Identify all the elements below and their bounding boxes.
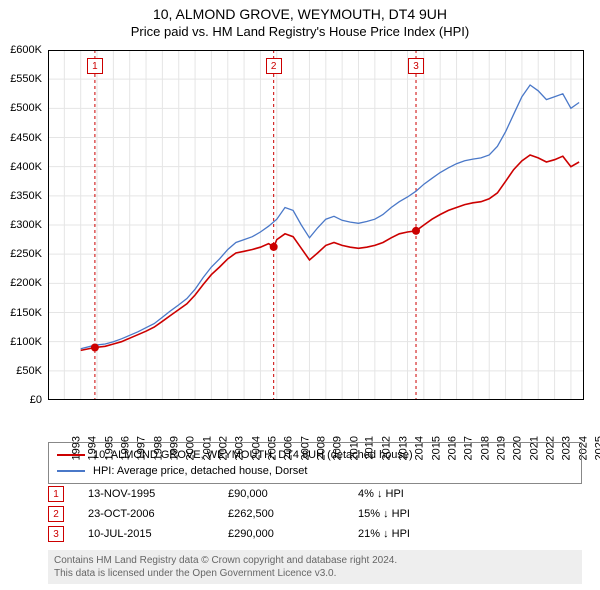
legend-swatch [57,470,85,472]
sale-price: £90,000 [228,488,358,500]
y-axis-tick-label: £600K [10,44,42,56]
title-address: 10, ALMOND GROVE, WEYMOUTH, DT4 9UH [0,6,600,22]
legend-item: 10, ALMOND GROVE, WEYMOUTH, DT4 9UH (det… [57,447,573,463]
sale-date: 10-JUL-2015 [88,528,228,540]
chart-sale-marker: 3 [408,58,424,74]
legend-label: HPI: Average price, detached house, Dors… [93,465,307,477]
y-axis-tick-label: £300K [10,219,42,231]
chart-plot-area: 1 2 3 [48,50,584,400]
y-axis-tick-label: £400K [10,161,42,173]
sale-row-marker: 1 [48,486,64,502]
legend-label: 10, ALMOND GROVE, WEYMOUTH, DT4 9UH (det… [93,449,413,461]
sale-row: 1 13-NOV-1995£90,0004% ↓ HPI [48,484,582,504]
sale-date: 13-NOV-1995 [88,488,228,500]
y-axis-tick-label: £150K [10,307,42,319]
sales-table: 1 13-NOV-1995£90,0004% ↓ HPI 2 23-OCT-2006£… [48,484,582,544]
sale-hpi-delta: 15% ↓ HPI [358,508,410,520]
x-axis-labels: 1993199419951996199719981999200020012002… [48,402,584,442]
footer-line2: This data is licensed under the Open Gov… [54,567,576,580]
y-axis-tick-label: £500K [10,102,42,114]
chart-sale-marker: 2 [266,58,282,74]
footer-line1: Contains HM Land Registry data © Crown c… [54,554,576,567]
y-axis-tick-label: £0 [30,394,42,406]
y-axis-tick-label: £450K [10,132,42,144]
y-axis-tick-label: £350K [10,190,42,202]
y-axis-tick-label: £50K [16,365,42,377]
sale-row: 2 23-OCT-2006£262,50015% ↓ HPI [48,504,582,524]
chart-container: 10, ALMOND GROVE, WEYMOUTH, DT4 9UH Pric… [0,0,600,590]
y-axis-tick-label: £250K [10,248,42,260]
y-axis-tick-label: £200K [10,277,42,289]
sale-row: 3 10-JUL-2015£290,00021% ↓ HPI [48,524,582,544]
sale-price: £262,500 [228,508,358,520]
sale-hpi-delta: 4% ↓ HPI [358,488,404,500]
sale-price: £290,000 [228,528,358,540]
x-axis-tick-label: 2025 [593,436,600,460]
legend-box: 10, ALMOND GROVE, WEYMOUTH, DT4 9UH (det… [48,442,582,484]
footer-attribution: Contains HM Land Registry data © Crown c… [48,550,582,584]
chart-sale-marker: 1 [87,58,103,74]
chart-svg [48,50,584,400]
y-axis-tick-label: £100K [10,336,42,348]
sale-row-marker: 3 [48,526,64,542]
title-block: 10, ALMOND GROVE, WEYMOUTH, DT4 9UH Pric… [0,0,600,39]
sale-hpi-delta: 21% ↓ HPI [358,528,410,540]
title-subtitle: Price paid vs. HM Land Registry's House … [0,24,600,39]
y-axis-labels: £0£50K£100K£150K£200K£250K£300K£350K£400… [0,50,46,400]
sale-row-marker: 2 [48,506,64,522]
sale-date: 23-OCT-2006 [88,508,228,520]
y-axis-tick-label: £550K [10,73,42,85]
legend-item: HPI: Average price, detached house, Dors… [57,463,573,479]
legend-swatch [57,454,85,456]
